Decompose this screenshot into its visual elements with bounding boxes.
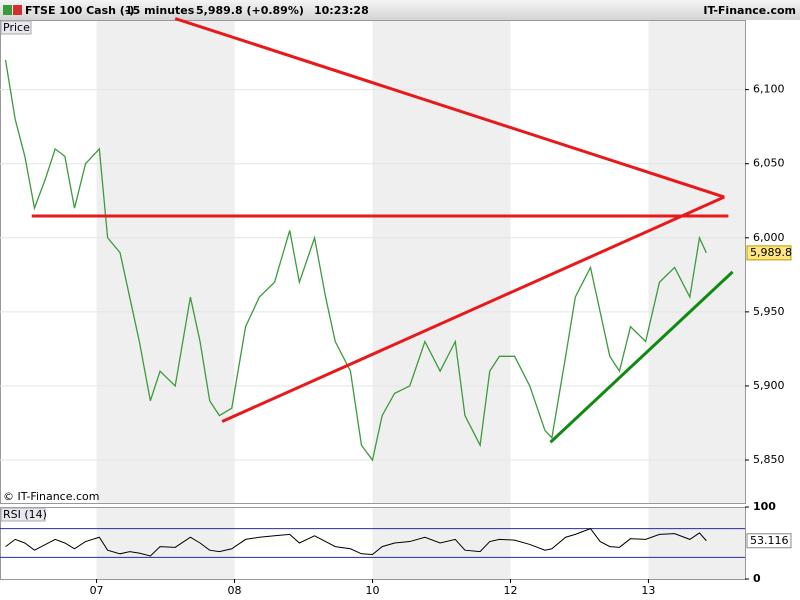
last-rsi-box [746, 533, 792, 549]
last-rsi-label: 53.116 [750, 534, 789, 547]
time: 10:23:28 [314, 4, 369, 17]
day-band [96, 507, 235, 579]
x-tick-label: 12 [503, 584, 517, 597]
panel-title-box [0, 507, 46, 522]
price: 5,989.8 (+0.89%) [196, 4, 304, 17]
y-tick-label: 0 [753, 572, 761, 585]
trend-line [549, 270, 734, 444]
panel-title: Price [3, 21, 30, 34]
x-tick-label: 07 [90, 584, 104, 597]
panel-title: RSI (14) [3, 508, 47, 521]
y-tick-label: 6,100 [753, 83, 785, 96]
series-line [4, 59, 707, 462]
panel-title-box [0, 20, 32, 35]
header-bar [0, 0, 800, 20]
symbol: FTSE 100 Cash (-) [25, 4, 134, 17]
y-tick-label: 5,850 [753, 453, 785, 466]
day-band [648, 507, 745, 579]
trend-line [174, 17, 725, 199]
day-band [372, 20, 511, 503]
panel-frame [0, 20, 746, 504]
series-line [5, 527, 707, 557]
day-band [648, 20, 745, 503]
interval: 15 minutes [125, 4, 195, 17]
y-tick-label: 6,050 [753, 157, 785, 170]
site: IT-Finance.com [703, 4, 796, 17]
trend-line [221, 195, 725, 423]
y-tick-label: 100 [753, 500, 776, 513]
y-tick-label: 5,950 [753, 305, 785, 318]
copyright: © IT-Finance.com [3, 490, 100, 503]
icon[interactable] [3, 5, 12, 15]
last-price-label: 5,989.8 [750, 246, 792, 259]
last-price-box [746, 245, 792, 261]
x-tick-label: 10 [366, 584, 380, 597]
y-tick-label: 5,900 [753, 379, 785, 392]
day-band [96, 20, 235, 503]
icon[interactable] [13, 5, 22, 15]
y-tick-label: 6,000 [753, 231, 785, 244]
x-tick-label: 08 [228, 584, 242, 597]
x-tick-label: 13 [641, 584, 655, 597]
